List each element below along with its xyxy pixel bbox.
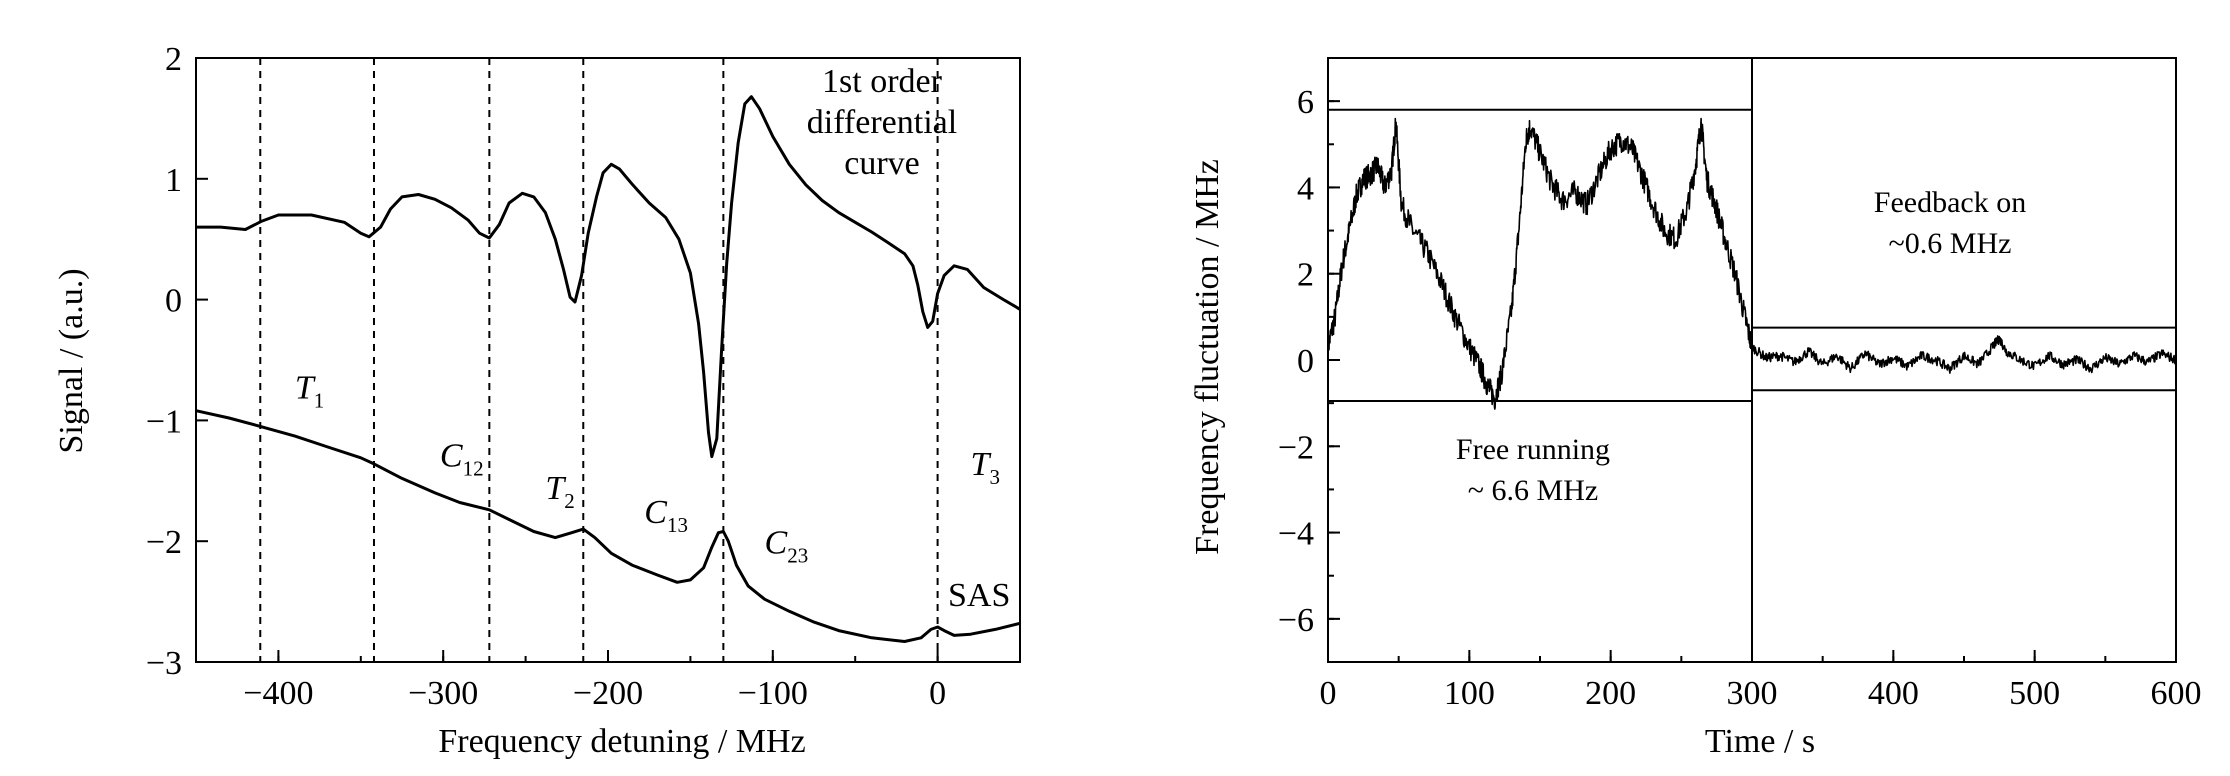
right-x-tick-label: 400	[1868, 675, 1919, 712]
right-y-tick-label: −6	[1278, 602, 1314, 639]
left-series	[195, 95, 1021, 643]
right-y-tick-label: −2	[1278, 429, 1314, 466]
right-y-tick-label: 0	[1297, 343, 1314, 380]
peak-label: T2	[545, 470, 574, 513]
right-y-axis-title: Frequency fluctuation / MHz	[1189, 159, 1226, 555]
right-tick-labels: 0 100 200 300 400 500 600 −6 −4 −2 0 2 4 6	[1278, 84, 2202, 712]
right-bound-lines	[1328, 108, 2176, 402]
differential-curve	[196, 95, 1021, 459]
left-x-tick-label: −300	[408, 675, 478, 712]
differential-annotation-line-3: curve	[844, 145, 920, 182]
free-running-trace	[1327, 117, 1753, 410]
peak-label: C23	[765, 524, 809, 567]
left-plot-frame	[195, 57, 1021, 663]
sas-label: SAS	[948, 577, 1010, 614]
sas-curve	[195, 409, 1021, 643]
feedback-trace	[1751, 335, 2177, 374]
right-plot-frame	[1327, 57, 2177, 663]
free-running-value: ~ 6.6 MHz	[1468, 474, 1598, 507]
peak-label: T1	[295, 370, 324, 413]
differential-annotation-line-2: differential	[807, 104, 957, 141]
peak-label: T3	[971, 446, 1000, 489]
right-x-tick-label: 300	[1727, 675, 1778, 712]
left-peak-labels: T1 C12 T2 C13 C23 T3	[295, 370, 1000, 568]
left-y-tick-label: −2	[146, 524, 182, 561]
left-y-tick-label: 0	[165, 283, 182, 320]
right-y-tick-label: −4	[1278, 516, 1314, 553]
right-x-tick-label: 200	[1585, 675, 1636, 712]
left-x-tick-label: 0	[929, 675, 946, 712]
left-tick-labels: −400 −300 −200 −100 0 −3 −2 −1 0 1 2	[146, 41, 946, 712]
feedback-on-value: ~0.6 MHz	[1889, 227, 2012, 260]
right-x-tick-label: 600	[2151, 675, 2202, 712]
right-y-tick-label: 4	[1297, 170, 1314, 207]
right-chart: 0 100 200 300 400 500 600 −6 −4 −2 0 2 4 6 Free runni…	[1189, 57, 2202, 760]
peak-label: C12	[440, 437, 484, 480]
left-chart: −400 −300 −200 −100 0 −3 −2 −1 0 1 2 T1 C12 T2 C13 C23…	[53, 41, 1021, 760]
left-y-tick-label: 1	[165, 162, 182, 199]
peak-label: C13	[644, 494, 688, 537]
left-y-tick-label: 2	[165, 41, 182, 78]
left-x-axis-title: Frequency detuning / MHz	[438, 723, 805, 760]
right-x-tick-label: 0	[1320, 675, 1337, 712]
left-y-axis-title: Signal / (a.u.)	[53, 268, 90, 453]
left-x-tick-label: −400	[243, 675, 313, 712]
left-x-tick-label: −200	[573, 675, 643, 712]
right-x-tick-label: 100	[1444, 675, 1495, 712]
left-y-tick-label: −1	[146, 403, 182, 440]
right-x-axis-title: Time / s	[1705, 723, 1815, 760]
right-y-tick-label: 2	[1297, 257, 1314, 294]
left-dashed-markers	[259, 58, 939, 662]
left-y-tick-label: −3	[146, 645, 182, 682]
free-running-label: Free running	[1456, 433, 1610, 466]
differential-annotation-line-1: 1st order	[822, 63, 943, 100]
right-y-tick-label: 6	[1297, 84, 1314, 121]
right-x-tick-label: 500	[2009, 675, 2060, 712]
left-x-tick-label: −100	[738, 675, 808, 712]
right-series	[1327, 117, 2177, 410]
feedback-on-label: Feedback on	[1874, 186, 2026, 219]
